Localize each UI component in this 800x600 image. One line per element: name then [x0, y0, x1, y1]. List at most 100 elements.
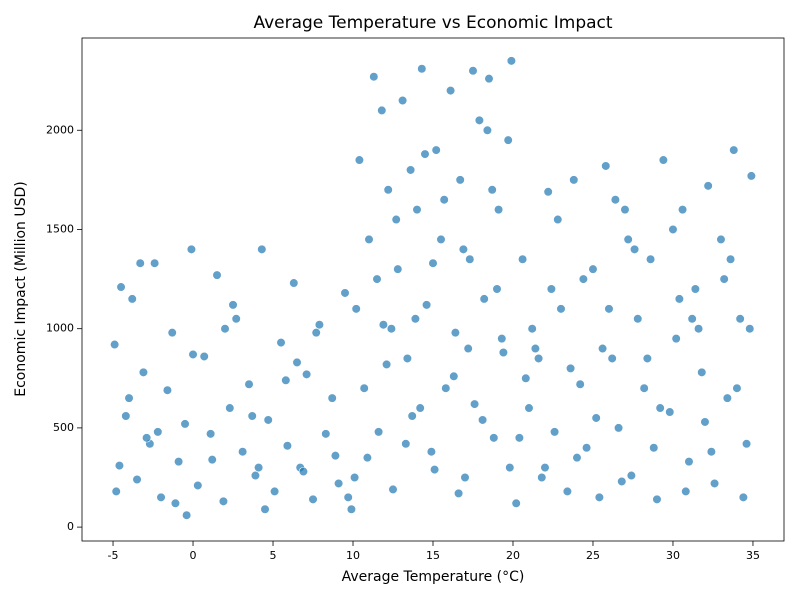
- scatter-point: [455, 175, 465, 185]
- scatter-point: [422, 300, 432, 310]
- scatter-point: [359, 383, 369, 393]
- scatter-point: [732, 383, 742, 393]
- scatter-point: [503, 135, 513, 145]
- scatter-point: [254, 462, 264, 473]
- x-tick-label: 0: [190, 549, 197, 562]
- scatter-point: [575, 379, 585, 389]
- scatter-point: [556, 304, 566, 314]
- scatter-point: [281, 375, 291, 385]
- y-tick-label: 0: [67, 520, 74, 533]
- scatter-point: [572, 453, 582, 463]
- scatter-point: [260, 504, 270, 514]
- y-tick-label: 500: [53, 421, 74, 434]
- scatter-point: [517, 254, 528, 264]
- scatter-point: [206, 429, 216, 439]
- scatter-point: [588, 264, 598, 274]
- scatter-point: [581, 443, 592, 453]
- x-tick-label: 10: [346, 549, 360, 562]
- scatter-point: [594, 492, 604, 502]
- x-tick-label: 5: [270, 549, 277, 562]
- scatter-point: [429, 464, 440, 475]
- scatter-point: [498, 347, 508, 358]
- scatter-point: [741, 439, 752, 449]
- scatter-point: [604, 304, 614, 314]
- scatter-point: [114, 460, 125, 471]
- scatter-point: [180, 419, 190, 429]
- scatter-point: [276, 337, 286, 348]
- scatter-point: [629, 244, 640, 254]
- scatter-point: [401, 439, 411, 449]
- scatter-point: [393, 264, 403, 274]
- scatter-point: [693, 324, 704, 334]
- scatter-point: [228, 300, 238, 310]
- scatter-point: [388, 484, 398, 495]
- scatter-point: [514, 433, 524, 443]
- scatter-point: [610, 195, 620, 205]
- scatter-point: [565, 363, 576, 373]
- scatter-point: [465, 254, 475, 264]
- scatter-point: [492, 284, 502, 294]
- scatter-point: [127, 294, 137, 304]
- scatter-point: [330, 451, 341, 461]
- scatter-point: [340, 288, 350, 298]
- x-tick-label: -5: [108, 549, 119, 562]
- scatter-point: [690, 284, 700, 294]
- scatter-point: [327, 393, 337, 403]
- y-tick-label: 1000: [46, 322, 74, 335]
- scatter-point: [174, 457, 184, 467]
- scatter-point: [377, 105, 387, 116]
- scatter-point: [436, 234, 446, 244]
- scatter-point: [351, 304, 361, 314]
- scatter-point: [257, 244, 267, 254]
- scatter-point: [391, 214, 401, 225]
- scatter-point: [354, 155, 365, 165]
- scatter-point: [460, 472, 470, 483]
- scatter-point: [398, 95, 408, 106]
- scatter-point: [482, 125, 492, 135]
- scatter-point: [458, 244, 468, 254]
- scatter-point: [182, 510, 192, 520]
- scatter-point: [642, 353, 652, 364]
- scatter-point: [658, 155, 668, 165]
- scatter-point: [706, 447, 716, 457]
- chart-title: Average Temperature vs Economic Impact: [253, 13, 612, 33]
- scatter-point: [746, 171, 756, 181]
- scatter-point: [374, 427, 384, 437]
- scatter-point: [668, 224, 678, 235]
- scatter-point: [735, 314, 745, 324]
- scatter-point: [386, 324, 397, 334]
- scatter-point: [138, 367, 149, 377]
- scatter-point: [468, 66, 478, 76]
- scatter-point: [479, 294, 489, 304]
- scatter-point: [506, 56, 516, 66]
- scatter-point: [639, 383, 649, 393]
- scatter-point: [620, 205, 630, 215]
- scatter-point: [406, 165, 416, 175]
- scatter-point: [537, 472, 547, 483]
- scatter-point: [270, 486, 280, 496]
- scatter-point: [156, 492, 166, 502]
- scatter-point: [410, 314, 421, 324]
- scatter-point: [449, 371, 459, 381]
- scatter-point: [135, 258, 145, 268]
- x-tick-label: 20: [506, 549, 520, 562]
- scatter-point: [453, 488, 464, 498]
- scatter-point: [218, 496, 229, 506]
- scatter-point: [407, 411, 417, 421]
- scatter-point: [530, 343, 540, 354]
- scatter-point: [314, 320, 325, 330]
- scatter-point: [729, 145, 739, 155]
- scatter-point: [489, 433, 499, 443]
- scatter-point: [511, 498, 521, 508]
- scatter-point: [426, 447, 437, 457]
- scatter-point: [311, 328, 321, 338]
- scatter-point: [231, 314, 241, 324]
- scatter-point: [450, 328, 460, 338]
- scatter-point: [738, 492, 748, 502]
- scatter-point: [677, 205, 688, 215]
- scatter-point: [417, 64, 427, 74]
- scatter-point: [645, 254, 656, 264]
- scatter-point: [369, 72, 379, 82]
- scatter-point: [121, 411, 131, 421]
